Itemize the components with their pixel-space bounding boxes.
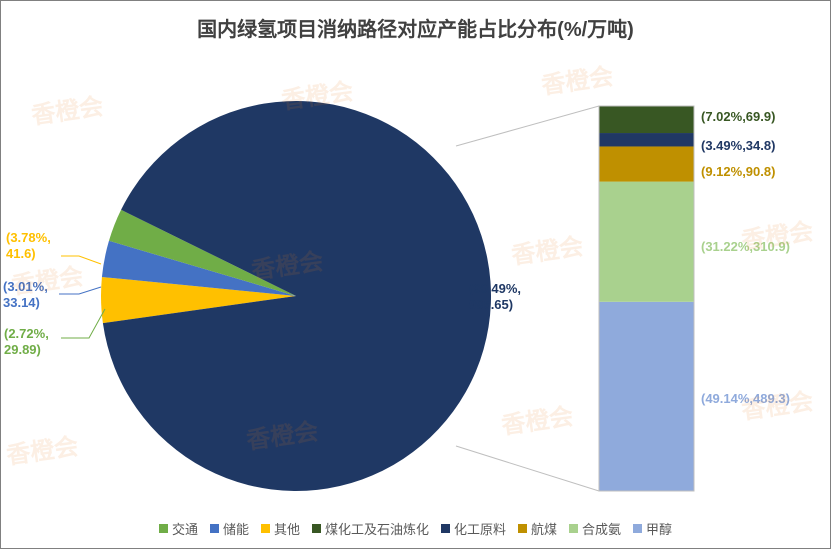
legend-label: 储能 — [223, 522, 249, 537]
legend-swatch — [518, 524, 527, 533]
legend-item-1: 储能 — [210, 519, 249, 538]
connector-line-1 — [456, 446, 599, 491]
legend-label: 煤化工及石油炼化 — [325, 522, 429, 537]
leader-line-2 — [61, 309, 105, 338]
bar-segment-2 — [599, 146, 694, 181]
bar-segment-0 — [599, 302, 694, 491]
legend-label: 化工原料 — [454, 522, 506, 537]
data-label-5: (31.22%,310.9) — [701, 239, 790, 255]
legend-item-4: 化工原料 — [441, 519, 506, 538]
leader-line-0 — [61, 256, 101, 264]
data-label-4: (49.14%,489.3) — [701, 391, 790, 407]
bar-segment-3 — [599, 133, 694, 146]
legend-label: 交通 — [172, 522, 198, 537]
legend-swatch — [210, 524, 219, 533]
data-label-2: (2.72%, 29.89) — [4, 326, 49, 359]
legend-item-3: 煤化工及石油炼化 — [312, 519, 429, 538]
legend-swatch — [312, 524, 321, 533]
data-label-7: (3.49%,34.8) — [701, 138, 775, 154]
connector-line-0 — [456, 106, 599, 146]
legend-swatch — [261, 524, 270, 533]
data-label-8: (7.02%,69.9) — [701, 109, 775, 125]
data-label-0: (3.78%, 41.6) — [6, 230, 51, 263]
legend-label: 航煤 — [531, 522, 557, 537]
chart-svg — [1, 1, 831, 550]
legend-item-2: 其他 — [261, 519, 300, 538]
legend-label: 其他 — [274, 522, 300, 537]
legend: 交通 储能 其他 煤化工及石油炼化 化工原料 航煤 合成氨 甲醇 — [1, 519, 830, 538]
leader-line-1 — [59, 287, 101, 294]
legend-label: 合成氨 — [582, 522, 621, 537]
legend-item-0: 交通 — [159, 519, 198, 538]
legend-label: 甲醇 — [646, 522, 672, 537]
legend-item-5: 航煤 — [518, 519, 557, 538]
bar-segment-4 — [599, 106, 694, 133]
legend-item-7: 甲醇 — [633, 519, 672, 538]
data-label-3: (90.49%, 995.65) — [469, 281, 521, 314]
bar-segment-1 — [599, 182, 694, 302]
legend-swatch — [633, 524, 642, 533]
legend-swatch — [159, 524, 168, 533]
legend-item-6: 合成氨 — [569, 519, 621, 538]
data-label-1: (3.01%, 33.14) — [3, 279, 48, 312]
legend-swatch — [569, 524, 578, 533]
data-label-6: (9.12%,90.8) — [701, 164, 775, 180]
legend-swatch — [441, 524, 450, 533]
chart-container: 国内绿氢项目消纳路径对应产能占比分布(%/万吨) (3.78%, 41.6)(3… — [0, 0, 831, 549]
